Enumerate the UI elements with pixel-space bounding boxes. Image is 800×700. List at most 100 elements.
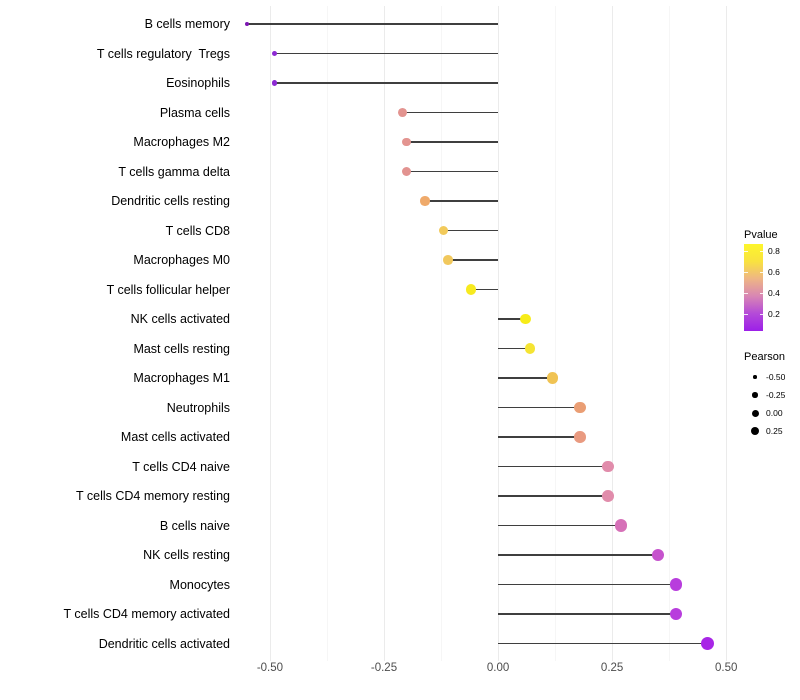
lollipop-stem bbox=[498, 554, 658, 556]
lollipop-dot bbox=[651, 548, 664, 562]
pearson-size-label: -0.25 bbox=[766, 389, 786, 400]
lollipop-dot bbox=[574, 401, 586, 414]
lollipop-stem bbox=[498, 613, 676, 615]
lollipop-stem bbox=[498, 465, 608, 468]
pearson-size-label: 0.25 bbox=[766, 425, 783, 436]
lollipop-dot bbox=[524, 343, 536, 354]
y-axis-label: Dendritic cells resting bbox=[111, 194, 230, 208]
lollipop-stem bbox=[470, 288, 499, 291]
y-axis-label: B cells naive bbox=[159, 518, 230, 533]
lollipop-stem bbox=[498, 583, 676, 586]
pvalue-colorbar bbox=[744, 244, 763, 331]
lollipop-dot bbox=[601, 460, 614, 473]
pearson-size-dot bbox=[751, 409, 759, 417]
x-axis-tick-label: 0.25 bbox=[600, 662, 624, 674]
pvalue-tick-label: 0.2 bbox=[768, 309, 780, 319]
major-gridline bbox=[612, 6, 614, 661]
y-axis-label: Macrophages M1 bbox=[133, 371, 230, 385]
lollipop-dot bbox=[443, 255, 453, 265]
lollipop-stem bbox=[498, 495, 608, 497]
lollipop-dot bbox=[574, 431, 586, 443]
major-gridline bbox=[384, 6, 385, 661]
plot-panel bbox=[238, 6, 744, 661]
pvalue-tick-mark bbox=[744, 293, 748, 294]
y-axis-label: T cells CD4 memory resting bbox=[76, 489, 230, 503]
lollipop-stem bbox=[447, 259, 499, 261]
y-axis-label: Macrophages M2 bbox=[133, 135, 230, 149]
major-gridline bbox=[498, 6, 500, 661]
lollipop-dot bbox=[520, 313, 531, 325]
lollipop-stem bbox=[402, 111, 499, 114]
y-axis-label: NK cells activated bbox=[130, 312, 230, 326]
pearson-size-dot bbox=[752, 392, 758, 398]
y-axis-label: T cells regulatory Tregs bbox=[96, 46, 230, 61]
major-gridline bbox=[269, 6, 271, 661]
pearson-size-label: 0.00 bbox=[766, 407, 783, 418]
lollipop-dot bbox=[601, 490, 614, 502]
pearson-size-label: -0.50 bbox=[766, 371, 786, 382]
x-axis-tick-label: -0.50 bbox=[256, 662, 284, 674]
pearson-legend-title: Pearson bbox=[744, 351, 785, 363]
y-axis-label: Mast cells activated bbox=[120, 430, 230, 444]
y-axis-label: T cells CD8 bbox=[165, 223, 230, 238]
lollipop-dot bbox=[397, 108, 407, 117]
lollipop-dot bbox=[244, 21, 250, 27]
pvalue-tick-mark bbox=[759, 251, 763, 252]
lollipop-dot bbox=[465, 284, 476, 295]
y-axis-label: T cells gamma delta bbox=[118, 164, 230, 179]
pvalue-tick-label: 0.8 bbox=[768, 246, 780, 256]
lollipop-dot bbox=[271, 80, 278, 86]
y-axis-label: Mast cells resting bbox=[133, 341, 230, 356]
y-axis-label: Macrophages M0 bbox=[133, 253, 230, 267]
lollipop-stem bbox=[274, 82, 499, 84]
minor-gridline bbox=[555, 6, 557, 661]
lollipop-stem bbox=[498, 436, 581, 438]
y-axis-label: Neutrophils bbox=[166, 400, 230, 415]
lollipop-stem bbox=[498, 377, 553, 379]
pvalue-tick-mark bbox=[759, 293, 763, 294]
minor-gridline bbox=[326, 6, 328, 661]
lollipop-dot bbox=[615, 519, 628, 532]
lollipop-stem bbox=[247, 23, 499, 25]
minor-gridline bbox=[669, 6, 671, 661]
lollipop-dot bbox=[271, 50, 278, 57]
pvalue-tick-mark bbox=[744, 272, 748, 273]
y-axis-label: Plasma cells bbox=[159, 105, 230, 120]
lollipop-stem bbox=[425, 200, 499, 202]
lollipop-stem bbox=[443, 229, 499, 232]
lollipop-stem bbox=[498, 347, 530, 350]
pvalue-tick-label: 0.6 bbox=[768, 267, 780, 277]
pearson-size-dot bbox=[750, 426, 760, 436]
lollipop-stem bbox=[406, 141, 499, 143]
y-axis-label: B cells memory bbox=[144, 17, 230, 31]
x-axis-tick-label: -0.25 bbox=[370, 662, 398, 674]
y-axis-label: Eosinophils bbox=[166, 76, 230, 90]
x-axis-tick-label: 0.50 bbox=[715, 662, 738, 674]
pearson-size-dot bbox=[753, 375, 757, 379]
y-axis-label: T cells follicular helper bbox=[106, 282, 230, 297]
pvalue-tick-mark bbox=[759, 314, 763, 315]
pvalue-legend-title: Pvalue bbox=[744, 229, 778, 241]
x-axis-tick-label: 0.00 bbox=[486, 662, 510, 674]
lollipop-dot bbox=[701, 637, 715, 650]
lollipop-dot bbox=[669, 607, 683, 621]
major-gridline bbox=[726, 6, 728, 661]
y-axis-label: T cells CD4 naive bbox=[132, 459, 230, 474]
pvalue-tick-label: 0.4 bbox=[768, 288, 780, 298]
lollipop-dot bbox=[547, 372, 559, 384]
y-axis-label: T cells CD4 memory activated bbox=[63, 607, 231, 621]
pvalue-tick-mark bbox=[744, 251, 748, 252]
lollipop-stem bbox=[498, 524, 622, 527]
pvalue-tick-mark bbox=[744, 314, 748, 315]
lollipop-stem bbox=[498, 406, 581, 409]
lollipop-dot bbox=[420, 196, 430, 206]
lollipop-stem bbox=[498, 642, 708, 645]
lollipop-stem bbox=[498, 318, 526, 320]
y-axis-label: Dendritic cells activated bbox=[98, 636, 230, 651]
lollipop-stem bbox=[274, 52, 499, 55]
y-axis-label: NK cells resting bbox=[143, 548, 230, 562]
lollipop-dot bbox=[402, 167, 412, 176]
lollipop-dot bbox=[669, 578, 683, 591]
y-axis-label: Monocytes bbox=[169, 577, 230, 592]
